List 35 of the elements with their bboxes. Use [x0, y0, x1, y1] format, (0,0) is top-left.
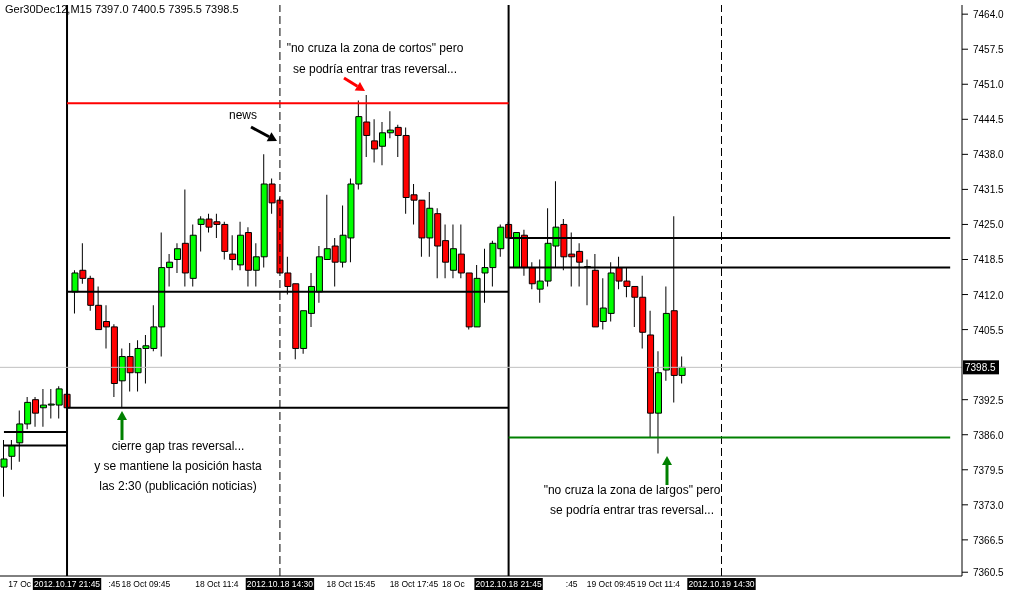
- x-tick-label: 17 Oc: [8, 579, 32, 589]
- y-tick-label: 7405.5: [973, 324, 1005, 336]
- x-tick-label: 2012.10.18 21:45: [475, 579, 542, 589]
- y-tick-label: 7464.0: [973, 9, 1005, 21]
- annotation: news: [228, 108, 258, 122]
- y-tick-label: 7379.5: [973, 464, 1005, 476]
- y-tick-label: 7457.5: [973, 44, 1005, 56]
- annotation: "no cruza la zona de cortos" pero se podría entrar tras reversal...: [286, 41, 464, 76]
- x-tick-label: 18 Oct 09:45: [121, 579, 171, 589]
- y-tick-label: 7425.0: [973, 219, 1005, 231]
- x-tick-label: 19 Oct 09:45: [586, 579, 636, 589]
- y-tick-label: 7386.0: [973, 429, 1005, 441]
- y-tick-label: 7451.0: [973, 79, 1005, 91]
- y-tick-label: 7366.5: [973, 534, 1005, 546]
- x-tick-label: 19 Oct 11:4: [636, 579, 681, 589]
- y-tick-label: 7360.5: [973, 567, 1005, 579]
- ref-line-label: 7398.5: [965, 362, 997, 374]
- y-tick-label: 7431.5: [973, 184, 1005, 196]
- y-tick-label: 7444.5: [973, 114, 1005, 126]
- x-tick-label: 18 Oct 11:4: [195, 579, 239, 589]
- x-tick-label: :45: [108, 579, 121, 589]
- y-tick-label: 7438.0: [973, 149, 1005, 161]
- x-tick-label: 2012.10.18 14:30: [246, 579, 314, 589]
- x-tick-label: 18 Oct 17:45: [389, 579, 439, 589]
- y-tick-label: 7392.5: [973, 394, 1005, 406]
- y-tick-label: 7412.0: [973, 289, 1005, 301]
- y-tick-label: 7373.0: [973, 499, 1005, 511]
- x-tick-label: 18 Oct 15:45: [326, 579, 376, 589]
- x-tick-label: :45: [565, 579, 578, 589]
- annotation: "no cruza la zona de largos" pero se podría entrar tras reversal...: [543, 483, 721, 517]
- x-tick-label: 2012.10.19 14:30: [688, 579, 755, 589]
- annotation: cierre gap tras reversal... y se mantiene la posición hasta las 2:30 (publicación noticias): [94, 439, 263, 493]
- x-tick-label: 18 Oc: [442, 579, 466, 589]
- y-tick-label: 7418.5: [973, 254, 1005, 266]
- x-tick-label: 2012.10.17 21:45: [33, 579, 101, 589]
